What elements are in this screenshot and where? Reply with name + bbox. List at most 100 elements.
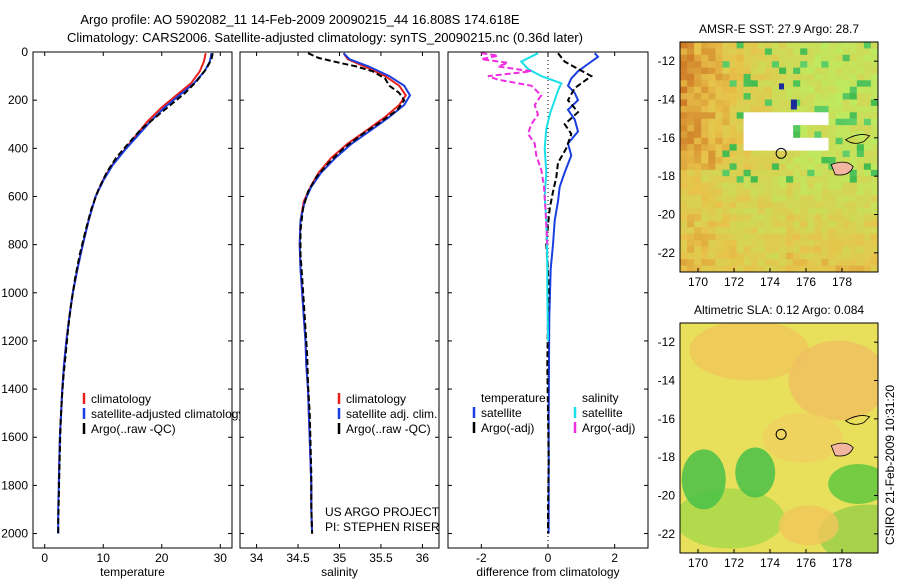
sst-cell [849,137,858,145]
sst-cell [821,201,830,209]
sst-cell [680,163,688,171]
sst-cell [849,163,858,171]
sst-cell [807,118,815,126]
sst_map-y-tick-label: -20 [658,208,676,222]
sst-cell [757,99,766,107]
sst-cell [743,86,752,94]
sst-cell [701,99,709,107]
sst-cell [849,118,858,126]
legend-label: climatology [91,392,151,406]
sst-cell [856,125,865,133]
sst-cell [680,125,688,133]
temperature-x-tick-label: 0 [41,551,48,565]
sst-cell [786,86,794,94]
sst-cell [856,227,865,235]
sst-cell [793,105,801,113]
sst-cell [793,169,801,177]
sst-cell [828,131,837,139]
sst-cell [863,54,872,62]
sst-cell [821,67,830,75]
sst-cell [849,201,858,209]
sst-cell [779,233,787,241]
sst-cell [694,169,702,177]
sst-cell [687,93,695,101]
sst-cell [764,150,773,158]
sst-cell [842,252,851,260]
sst-cell [779,265,787,272]
sst-cell [764,67,773,75]
sst-cell [764,93,773,101]
sst-cell [694,195,702,203]
sst-cell [800,93,808,101]
sst-cell [729,163,738,171]
sst-cell [814,131,823,139]
sst-cell [849,188,858,196]
sst-cell [736,112,745,120]
sst-cell [807,54,815,62]
sst-cell [828,118,837,126]
sst-cell [842,112,851,120]
sst-cell [687,176,695,184]
sst-cell [849,233,858,241]
sst-cell [701,112,709,120]
series-line-temperature-argo-adj- [545,52,594,534]
sst-cell [842,86,851,94]
sst-cell [764,214,773,222]
sst_map-x-tick-label: 170 [688,275,708,289]
series-line-salinity-satellite [519,52,563,341]
sst-cell [842,208,851,216]
sst-cell [708,93,716,101]
sst-cell [793,67,801,75]
sst-cell [835,54,844,62]
sst-cell [687,163,695,171]
sst-cell [856,265,865,272]
temperature-x-tick-label: 20 [155,551,169,565]
salinity-x-tick-label: 36 [416,551,430,565]
sst-cell [779,208,787,216]
sst-cell [715,176,724,184]
sst-cell [779,93,787,101]
sst-cell [842,131,851,139]
sst-cell [786,118,794,126]
sst-cell [687,144,695,152]
sst-cell [729,48,738,56]
salinity-x-tick-label: 34.5 [286,551,310,565]
sst-cell [736,137,745,145]
sst-cell [701,259,709,267]
sst-cell [750,80,759,88]
sst-cell [729,42,738,49]
sst-cell [821,176,830,184]
sst-cell [764,252,773,260]
sst-cell [764,227,773,235]
sst-cell [687,252,695,260]
sst-cell [779,227,787,235]
sst-cell [786,188,794,196]
sst-cell [842,220,851,228]
sst-cell [757,182,766,190]
sst-cell [835,208,844,216]
sst-cell [800,214,808,222]
sst-cell [764,42,773,49]
sst-cell [722,188,731,196]
sst-cell [729,150,738,158]
sst-cell [771,112,780,120]
sst-cell [680,112,688,120]
sst-cell [757,208,766,216]
sst-cell [757,157,766,164]
timestamp-stamp: CSIRO 21-Feb-2009 10:31:20 [883,385,897,545]
sst-cell [757,252,766,260]
sst-cell [842,201,851,209]
sst-cell [814,220,823,228]
sst-cell [828,150,837,158]
sst-cell [715,240,724,248]
sst-cell [807,208,815,216]
sla-blob [762,413,843,463]
sst-cell [779,131,787,139]
sst-cell [750,176,759,184]
sst-cell [793,118,801,126]
sst-cell [828,99,837,107]
sst-cell [757,131,766,139]
sst-cell [729,265,738,272]
sst-cell [863,182,872,190]
sst-cell [828,240,837,248]
